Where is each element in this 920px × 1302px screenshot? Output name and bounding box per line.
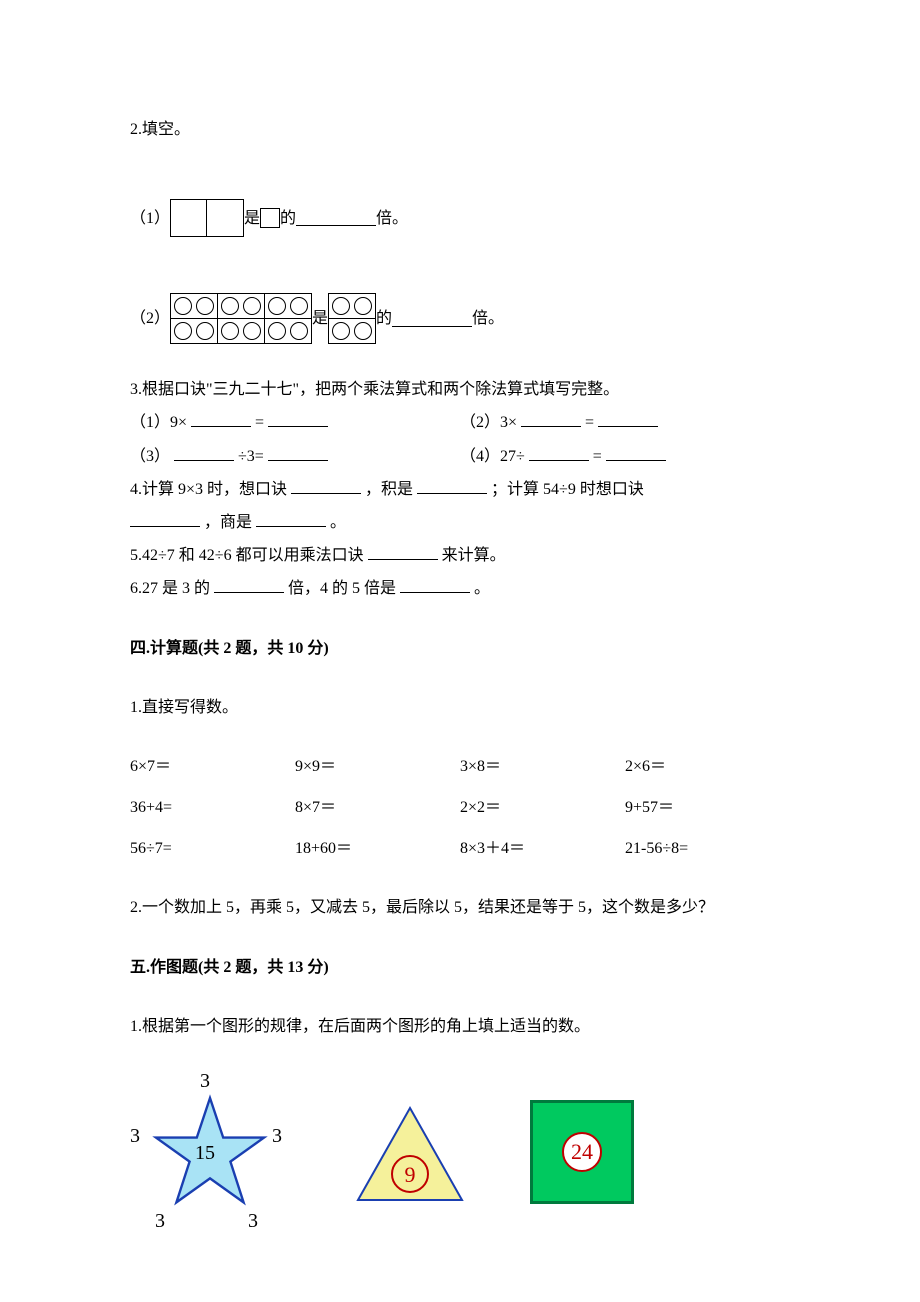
calc-cell: 21-56÷8=: [625, 835, 790, 862]
calc-cell: 36+4=: [130, 794, 295, 821]
blank[interactable]: [268, 445, 328, 461]
triangle-icon: 9: [350, 1100, 470, 1210]
blank[interactable]: [417, 478, 487, 494]
eq: =: [585, 414, 594, 431]
q3-c-mid: ÷3=: [238, 448, 264, 465]
blank[interactable]: [296, 210, 376, 226]
calc-cell: 56÷7=: [130, 835, 295, 862]
blank[interactable]: [521, 411, 581, 427]
figures-row: 3 3 3 3 3 15 9 24: [130, 1070, 790, 1240]
q6-mid: 倍，4 的 5 倍是: [288, 580, 396, 597]
q3-b-label: （2）3×: [460, 414, 517, 431]
square-figure: 24: [530, 1100, 640, 1210]
sec4-heading: 四.计算题(共 2 题，共 10 分): [130, 635, 790, 662]
sec4-q2: 2.一个数加上 5，再乘 5，又减去 5，最后除以 5，结果还是等于 5，这个数…: [130, 894, 790, 921]
calc-cell: 9×9＝: [295, 753, 460, 780]
square-badge: 24: [562, 1132, 602, 1172]
q3-d-label: （4）27÷: [460, 448, 525, 465]
sec5-q1: 1.根据第一个图形的规律，在后面两个图形的角上填上适当的数。: [130, 1013, 790, 1040]
q2-p1-prefix: （1）: [130, 205, 170, 232]
q5-tail: 来计算。: [442, 547, 506, 564]
q2-p2-unit: 倍。: [472, 305, 504, 332]
star-tip-right: 3: [272, 1125, 282, 1148]
blank[interactable]: [606, 445, 666, 461]
calc-row3: 56÷7= 18+60＝ 8×3＋4＝ 21-56÷8=: [130, 835, 790, 862]
blank[interactable]: [130, 511, 200, 527]
blank[interactable]: [368, 544, 438, 560]
q2-p2-tail: 的: [376, 305, 392, 332]
q6-end: 。: [474, 580, 490, 597]
q4-line2-end: 。: [330, 514, 346, 531]
calc-row2: 36+4= 8×7＝ 2×2＝ 9+57＝: [130, 794, 790, 821]
calc-cell: 3×8＝: [460, 753, 625, 780]
blank[interactable]: [268, 411, 328, 427]
q2-p1-unit: 倍。: [376, 205, 408, 232]
blank[interactable]: [256, 511, 326, 527]
q3-row1: （1）9× = （2）3× =: [130, 409, 790, 436]
triangle-center: 9: [405, 1162, 416, 1187]
star-tip-bl: 3: [155, 1210, 165, 1233]
q3-row2: （3） ÷3= （4）27÷ =: [130, 443, 790, 470]
q4-mid1: ，积是: [365, 481, 413, 498]
calc-cell: 9+57＝: [625, 794, 790, 821]
calc-cell: 8×7＝: [295, 794, 460, 821]
q5-pre: 5.42÷7 和 42÷6 都可以用乘法口诀: [130, 547, 364, 564]
eq: =: [255, 414, 264, 431]
star-tip-top: 3: [200, 1070, 210, 1093]
calc-cell: 18+60＝: [295, 835, 460, 862]
calc-cell: 2×6＝: [625, 753, 790, 780]
single-box: [260, 208, 280, 228]
q2-part1: （1） 是 的 倍。: [130, 199, 408, 237]
star-tip-left: 3: [130, 1125, 140, 1148]
blank[interactable]: [191, 411, 251, 427]
q2-part2: （2） 是 的 倍。: [130, 293, 504, 344]
q4-line2: ，商是 。: [130, 509, 790, 536]
star-figure: 3 3 3 3 3 15: [130, 1070, 290, 1240]
eq: =: [593, 448, 602, 465]
q2-p1-mid: 是: [244, 205, 260, 232]
triangle-figure: 9: [350, 1100, 470, 1210]
star-tip-br: 3: [248, 1210, 258, 1233]
blank[interactable]: [392, 311, 472, 327]
q3-text: 3.根据口诀"三九二十七"，把两个乘法算式和两个除法算式填写完整。: [130, 376, 790, 403]
q2-title: 2.填空。: [130, 116, 790, 143]
q4-pre: 4.计算 9×3 时，想口诀: [130, 481, 287, 498]
q3-a-label: （1）9×: [130, 414, 187, 431]
blank[interactable]: [174, 445, 234, 461]
blank[interactable]: [529, 445, 589, 461]
sec5-heading: 五.作图题(共 2 题，共 13 分): [130, 954, 790, 981]
q5: 5.42÷7 和 42÷6 都可以用乘法口诀 来计算。: [130, 542, 790, 569]
q2-p1-tail: 的: [280, 205, 296, 232]
blank[interactable]: [291, 478, 361, 494]
calc-row1: 6×7＝ 9×9＝ 3×8＝ 2×6＝: [130, 753, 790, 780]
q3-c-label: （3）: [130, 448, 170, 465]
q6-pre: 6.27 是 3 的: [130, 580, 210, 597]
sec4-q1: 1.直接写得数。: [130, 694, 790, 721]
blank[interactable]: [598, 411, 658, 427]
q4-line1: 4.计算 9×3 时，想口诀 ，积是 ；计算 54÷9 时想口诀: [130, 476, 790, 503]
calc-cell: 8×3＋4＝: [460, 835, 625, 862]
calc-cell: 6×7＝: [130, 753, 295, 780]
blank[interactable]: [214, 577, 284, 593]
q2-p2-mid: 是: [312, 305, 328, 332]
q4-line2-mid: ，商是: [204, 514, 252, 531]
q6: 6.27 是 3 的 倍，4 的 5 倍是 。: [130, 575, 790, 602]
boxes-2x1: [170, 199, 244, 237]
q2-p2-prefix: （2）: [130, 305, 170, 332]
blank[interactable]: [400, 577, 470, 593]
q4-mid2: ；计算 54÷9 时想口诀: [491, 481, 644, 498]
circle-group-small: [328, 293, 376, 344]
circle-group-large: [170, 293, 312, 344]
square-box: 24: [530, 1100, 634, 1204]
calc-cell: 2×2＝: [460, 794, 625, 821]
star-center: 15: [195, 1142, 215, 1165]
